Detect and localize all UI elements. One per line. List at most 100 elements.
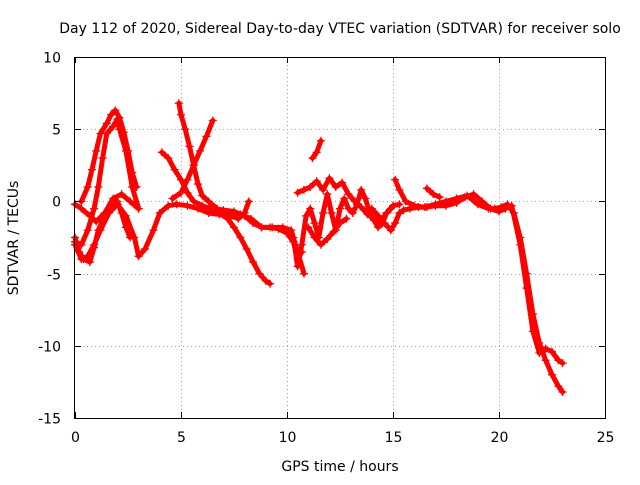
data-point	[124, 146, 132, 155]
data-point	[297, 240, 306, 249]
series-line	[392, 177, 566, 395]
data-point	[219, 206, 228, 215]
data-point	[109, 122, 118, 131]
data-point	[189, 197, 198, 206]
data-point	[242, 245, 251, 254]
series-track-15	[391, 175, 567, 397]
data-point	[85, 258, 94, 267]
data-point	[266, 223, 275, 232]
data-point	[558, 359, 567, 368]
data-point	[90, 204, 99, 213]
data-point	[528, 310, 537, 319]
data-point	[132, 182, 141, 191]
data-point	[522, 269, 531, 278]
data-point	[170, 165, 179, 174]
data-point	[442, 197, 450, 206]
data-point	[177, 110, 185, 119]
data-point	[306, 204, 315, 213]
series-track-13	[304, 214, 351, 249]
data-point	[274, 224, 283, 233]
data-point	[134, 252, 143, 261]
data-point	[289, 233, 298, 242]
data-point	[422, 184, 431, 193]
data-point	[367, 204, 376, 213]
data-point	[389, 201, 397, 210]
data-point	[189, 161, 198, 170]
data-point	[490, 204, 499, 213]
data-point	[344, 204, 353, 213]
y-tick-label: 10	[43, 51, 61, 67]
data-point	[336, 219, 344, 228]
data-point	[204, 197, 213, 206]
data-point	[77, 204, 86, 213]
data-point	[452, 194, 461, 203]
data-point	[198, 201, 207, 210]
data-point	[83, 182, 92, 191]
data-point	[90, 240, 99, 249]
data-point	[126, 197, 135, 206]
data-point	[329, 227, 338, 236]
data-point	[509, 208, 518, 217]
data-point	[85, 211, 94, 220]
series-track-7	[157, 148, 275, 288]
data-point	[361, 194, 370, 203]
data-point	[234, 214, 243, 223]
data-point	[157, 148, 166, 157]
x-tick-label: 5	[177, 430, 186, 446]
data-point	[316, 136, 325, 145]
data-point	[177, 188, 185, 197]
data-point	[374, 223, 383, 232]
data-point	[516, 233, 525, 242]
data-point	[344, 190, 353, 199]
data-point	[183, 201, 192, 210]
data-point	[172, 200, 181, 209]
data-point	[181, 125, 190, 134]
data-point	[463, 191, 472, 200]
data-point	[113, 200, 122, 209]
data-point	[304, 223, 313, 232]
series-track-16	[422, 184, 444, 202]
data-point	[357, 185, 366, 194]
data-point	[287, 226, 296, 235]
data-point	[386, 226, 395, 235]
data-point	[308, 154, 317, 163]
data-point	[348, 208, 357, 217]
x-tick-label: 20	[491, 430, 509, 446]
data-point	[208, 116, 217, 125]
data-point	[410, 201, 419, 210]
series-track-8	[168, 116, 217, 203]
data-point	[391, 219, 400, 228]
series-track-3	[77, 106, 141, 206]
data-point	[87, 165, 96, 174]
data-point	[336, 204, 344, 213]
data-point	[310, 233, 319, 242]
data-point	[102, 119, 111, 128]
x-tick-label: 25	[597, 430, 615, 446]
data-point	[240, 211, 249, 220]
data-point	[435, 193, 444, 202]
data-point	[382, 208, 391, 217]
chart-title: Day 112 of 2020, Sidereal Day-to-day VTE…	[59, 21, 621, 37]
y-tick-label: -5	[47, 268, 61, 284]
data-point	[340, 194, 349, 203]
data-point	[249, 258, 258, 267]
series-layer	[71, 99, 567, 397]
data-point	[134, 204, 143, 213]
series-track-10	[289, 185, 395, 271]
data-point	[223, 214, 232, 223]
data-point	[469, 190, 478, 199]
y-tick-label: 0	[52, 195, 61, 211]
data-point	[323, 234, 332, 243]
data-point	[164, 201, 173, 210]
data-point	[230, 207, 238, 216]
data-point	[338, 178, 347, 187]
data-point	[155, 208, 164, 217]
x-tick-label: 0	[71, 430, 80, 446]
data-point	[164, 154, 173, 163]
data-point	[395, 185, 404, 194]
data-point	[244, 197, 253, 206]
data-point	[198, 191, 207, 200]
data-point	[100, 208, 109, 217]
